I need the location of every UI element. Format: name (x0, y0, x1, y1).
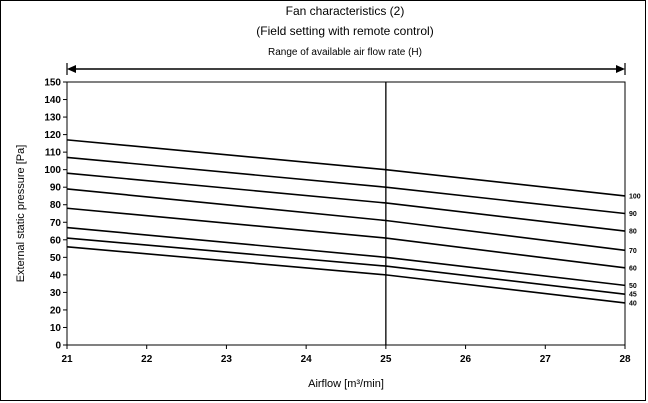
series-lines (66, 139, 626, 304)
series-label-50: 50 (629, 283, 637, 290)
y-axis: 0 10 20 30 40 50 60 70 80 90 100 110 120 130 140 150 (44, 78, 67, 352)
range-arrow (66, 63, 626, 75)
series-label-70: 70 (629, 248, 637, 255)
y-tick-label: 40 (50, 270, 62, 281)
y-tick-label: 70 (50, 218, 62, 229)
series-label-80: 80 (629, 229, 637, 236)
x-tick-label: 23 (221, 354, 233, 365)
range-arrow-right-head (616, 65, 625, 73)
series-line-60 (66, 207, 626, 269)
x-tick-label: 28 (619, 354, 631, 365)
series-line-100 (66, 139, 626, 197)
x-axis-label: Airflow [m³/min] (308, 378, 384, 390)
x-tick-label: 24 (301, 354, 313, 365)
y-tick-label: 20 (50, 305, 62, 316)
y-tick-label: 150 (44, 78, 61, 89)
y-tick-label: 90 (50, 183, 62, 194)
y-tick-label: 130 (44, 113, 61, 124)
series-line-90 (66, 156, 626, 215)
series-label-40: 40 (629, 300, 637, 307)
x-tick-label: 26 (460, 354, 472, 365)
range-annotation: Range of available air flow rate (H) (268, 47, 422, 58)
x-tick-label: 22 (141, 354, 153, 365)
y-tick-label: 50 (50, 253, 62, 264)
y-tick-label: 10 (50, 323, 62, 334)
series-label-100: 100 (629, 193, 641, 200)
y-tick-label: 60 (50, 235, 62, 246)
plot-area (66, 81, 626, 346)
x-tick-label: 21 (61, 354, 73, 365)
y-tick-label: 120 (44, 130, 61, 141)
series-line-80 (66, 172, 626, 232)
x-axis: 21 22 23 24 25 26 27 28 (61, 345, 631, 365)
chart-title: Fan characteristics (2) (286, 4, 405, 18)
y-tick-label: 30 (50, 288, 62, 299)
series-label-60: 60 (629, 265, 637, 272)
x-tick-label: 25 (380, 354, 392, 365)
y-tick-label: 140 (44, 95, 61, 106)
series-line-40 (66, 246, 626, 304)
series-label-90: 90 (629, 211, 637, 218)
y-tick-label: 110 (45, 148, 62, 159)
y-axis-label: External static pressure [Pa] (15, 145, 27, 283)
chart-subtitle: (Field setting with remote control) (256, 24, 433, 38)
y-tick-label: 100 (44, 165, 61, 176)
series-label-45: 45 (629, 292, 637, 299)
y-tick-label: 80 (50, 200, 62, 211)
series-line-45 (66, 237, 626, 295)
y-tick-label: 0 (55, 341, 61, 352)
series-line-50 (66, 226, 626, 287)
series-line-70 (66, 188, 626, 252)
range-arrow-left-head (67, 65, 76, 73)
x-tick-label: 27 (540, 354, 552, 365)
